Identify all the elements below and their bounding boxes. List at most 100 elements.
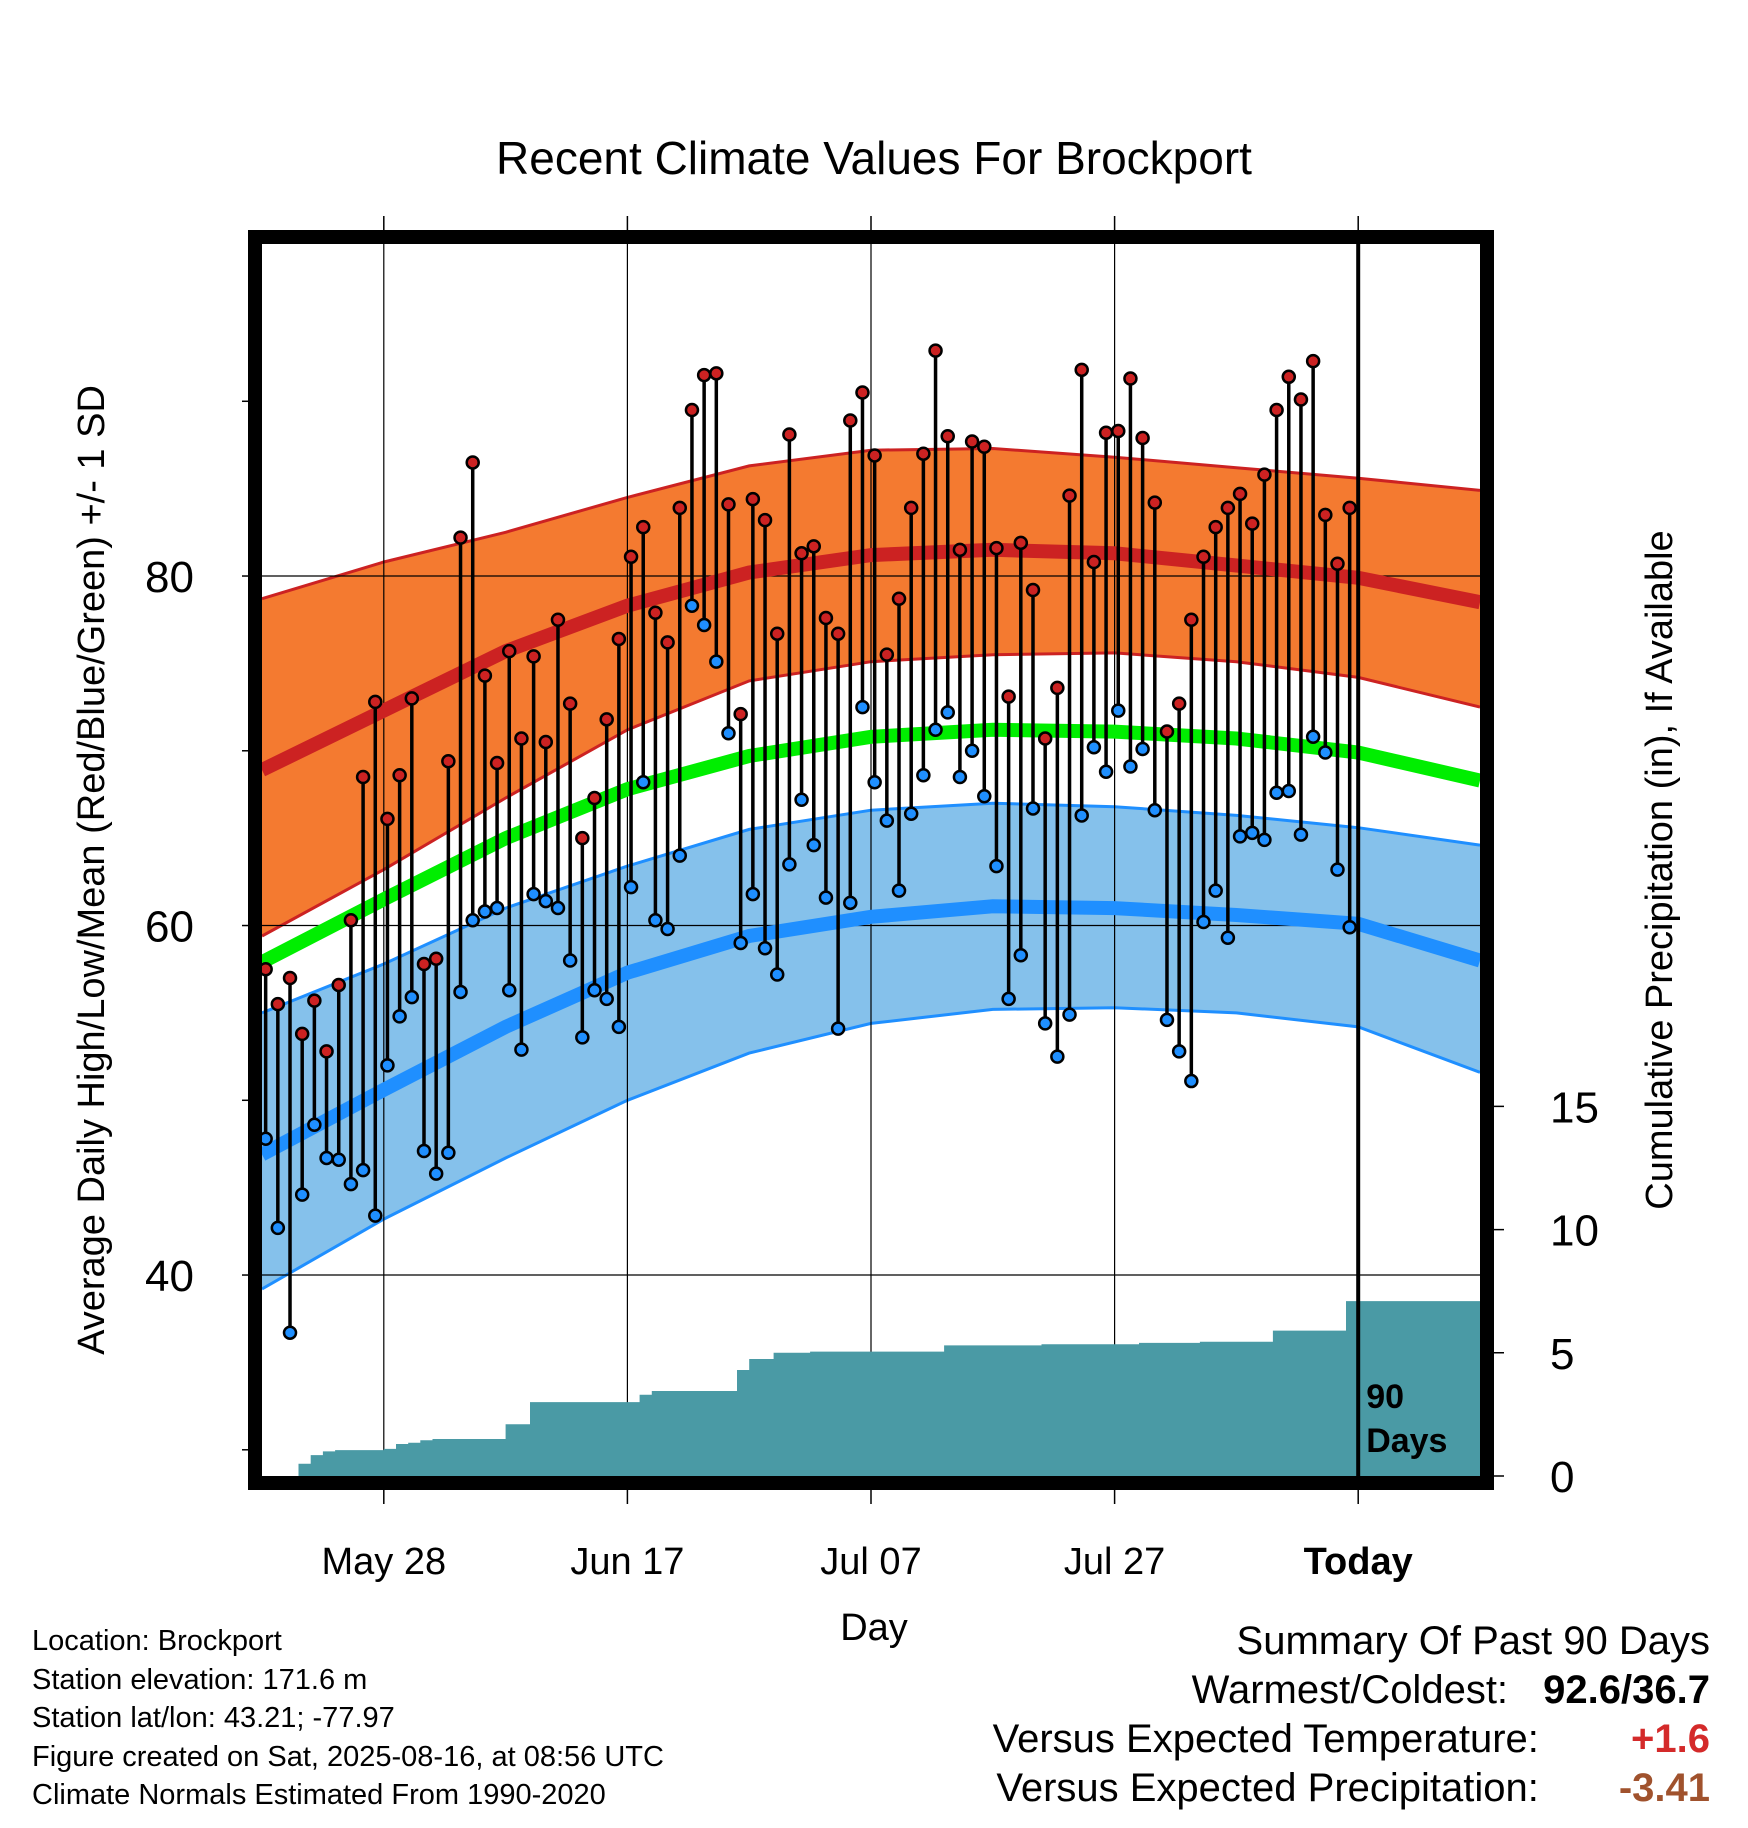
daily-low-point	[1062, 1007, 1077, 1022]
summary-panel: Summary Of Past 90 Days Warmest/Coldest:…	[993, 1617, 1710, 1813]
created-text: Figure created on Sat, 2025-08-16, at 08…	[32, 1740, 664, 1773]
daily-high-point	[830, 626, 846, 641]
daily-high-point	[818, 610, 834, 626]
daily-low-point	[1025, 801, 1041, 816]
daily-low-point	[1293, 827, 1309, 842]
daily-low-point	[879, 813, 895, 828]
daily-low-point	[818, 890, 834, 905]
normals-text: Climate Normals Estimated From 1990-2020	[32, 1779, 606, 1811]
daily-low-point	[806, 837, 822, 853]
daily-low-point	[1232, 829, 1248, 844]
daily-high-point	[684, 402, 700, 418]
y2-tick-label: 5	[1550, 1330, 1574, 1379]
daily-high-point	[1196, 549, 1211, 565]
daily-low-point	[684, 598, 700, 613]
daily-low-point	[709, 654, 724, 669]
daily-high-point	[964, 434, 980, 449]
daily-high-point	[1086, 554, 1102, 570]
daily-high-point	[428, 951, 444, 966]
daily-high-point	[380, 811, 395, 827]
daily-high-point	[1123, 371, 1138, 386]
daily-high-point	[611, 631, 627, 647]
daily-low-point	[1159, 1012, 1175, 1028]
daily-low-point	[526, 886, 541, 902]
daily-low-point	[1330, 862, 1345, 877]
precip-row: Versus Expected Precipitation: -3.41	[993, 1764, 1710, 1813]
daily-high-point	[1305, 353, 1321, 369]
y2-tick-label: 10	[1550, 1207, 1599, 1256]
daily-low-point	[307, 1117, 322, 1132]
daily-high-point	[1171, 696, 1187, 711]
plot-inner	[262, 0, 1480, 1476]
daily-high-point	[903, 500, 919, 516]
daily-high-point	[782, 427, 797, 442]
daily-low-point	[1074, 808, 1089, 823]
daily-low-point	[733, 935, 748, 951]
daily-high-point	[952, 542, 968, 558]
daily-high-point	[648, 605, 663, 620]
daily-low-point	[672, 848, 688, 863]
precip-label: Versus Expected Precipitation:	[996, 1766, 1539, 1810]
daily-high-point	[441, 754, 456, 769]
station-info: Location: Brockport Station elevation: 1…	[32, 1622, 664, 1815]
daily-low-point	[1244, 825, 1260, 841]
x-axis-label: Day	[840, 1607, 908, 1649]
daily-low-point	[964, 743, 980, 759]
daily-low-point	[1342, 920, 1357, 935]
daily-low-point	[1257, 832, 1272, 848]
daily-low-point	[355, 1162, 371, 1178]
daily-low-point	[1001, 991, 1016, 1007]
daily-high-point	[1244, 516, 1260, 531]
y2-tick-label: 0	[1550, 1453, 1574, 1502]
x-tick-label: Jul 27	[1064, 1541, 1165, 1583]
y-tick-label: 80	[145, 553, 194, 602]
daily-high-point	[940, 428, 955, 444]
elevation-text: Station elevation: 171.6 m	[32, 1663, 368, 1696]
daily-high-point	[916, 446, 931, 461]
daily-low-point	[843, 895, 858, 911]
low-normal-line	[262, 899, 1480, 1161]
daily-low-point	[502, 982, 517, 998]
daily-low-point	[262, 1131, 273, 1146]
chart-title: Recent Climate Values For Brockport	[496, 132, 1252, 184]
daily-high-point	[587, 790, 602, 806]
daily-low-point	[368, 1208, 383, 1223]
daily-low-point	[855, 699, 870, 715]
daily-high-point	[392, 767, 407, 783]
temp-label: Versus Expected Temperature:	[992, 1717, 1539, 1761]
daily-low-point	[660, 921, 675, 937]
daily-low-point	[514, 1042, 529, 1057]
daily-high-point	[368, 694, 383, 710]
y2-tick-label: 15	[1550, 1083, 1599, 1132]
daily-low-point	[587, 982, 602, 998]
daily-high-point	[575, 830, 590, 846]
daily-high-point	[1356, 0, 1368, 6]
daily-low-point	[867, 774, 882, 790]
daily-low-point	[1318, 745, 1333, 760]
low-sd-band	[262, 803, 1480, 1289]
daily-low-point	[1135, 741, 1150, 757]
daily-high-point	[794, 546, 809, 561]
daily-high-point	[855, 385, 870, 400]
daily-high-point	[489, 755, 505, 771]
daily-high-point	[1013, 535, 1029, 551]
daily-high-point	[404, 691, 420, 706]
daily-high-point	[1098, 425, 1114, 440]
daily-high-point	[757, 512, 773, 528]
daily-low-point	[1086, 740, 1102, 755]
daily-high-point	[989, 540, 1004, 556]
daily-high-point	[1037, 731, 1053, 746]
daily-high-point	[562, 696, 578, 711]
daily-high-point	[343, 913, 359, 928]
today-days-number: 90	[1366, 1378, 1404, 1416]
temp-value: +1.6	[1631, 1717, 1710, 1761]
daily-low-point	[441, 1145, 456, 1160]
daily-high-point	[465, 455, 480, 470]
daily-low-point	[343, 1176, 359, 1192]
daily-high-point	[769, 626, 785, 641]
daily-high-point	[1074, 362, 1089, 378]
daily-high-point	[1220, 500, 1236, 516]
daily-low-point	[1281, 783, 1297, 799]
daily-low-point	[416, 1143, 432, 1159]
